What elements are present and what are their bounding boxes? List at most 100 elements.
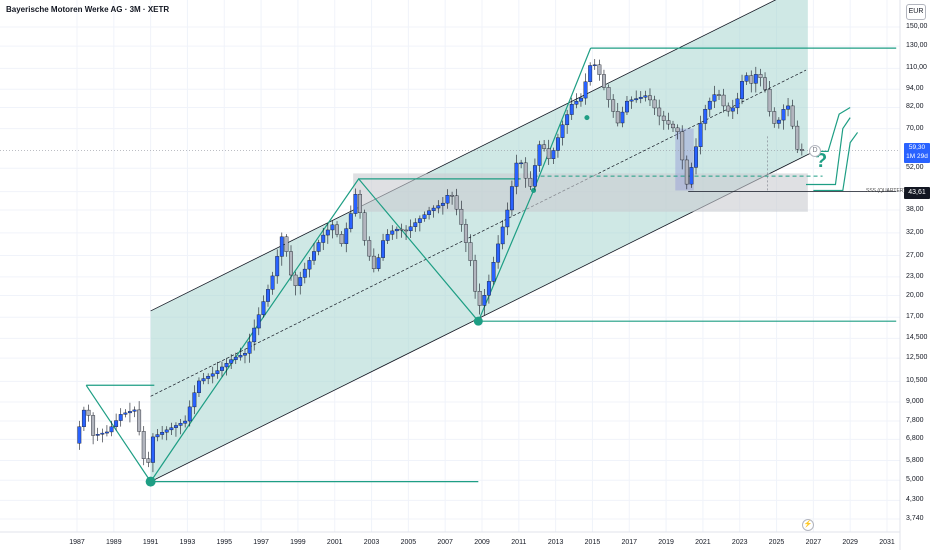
low-marker-2009 (473, 316, 483, 326)
event-bolt-icon[interactable]: ⚡ (802, 519, 814, 531)
candle-body (192, 392, 197, 408)
candle-body (335, 224, 339, 235)
y-tick-label: 38,00 (906, 205, 924, 213)
candle-body (509, 186, 514, 211)
y-tick-label: 94,00 (906, 85, 924, 93)
candle-body (532, 165, 537, 187)
y-tick-label: 12,500 (906, 354, 928, 362)
y-tick-label: 10,500 (906, 377, 928, 385)
candle-body (408, 226, 413, 232)
candle-body (404, 229, 409, 232)
candle-body (302, 268, 307, 278)
y-tick-label: 17,00 (906, 313, 924, 321)
x-tick-label: 1995 (216, 539, 233, 546)
candle-body (555, 137, 560, 151)
last-price-value: 59,30 (908, 144, 926, 151)
candle-body (528, 177, 533, 187)
x-tick-label: 2003 (363, 539, 380, 546)
y-tick-label: 52,00 (906, 164, 924, 172)
y-tick-label: 4,300 (906, 496, 924, 504)
y-tick-label: 130,00 (906, 42, 928, 50)
candle-body (344, 228, 349, 244)
x-tick-label: 2021 (695, 539, 711, 546)
y-tick-label: 23,00 (906, 272, 924, 280)
candle-body (155, 434, 160, 438)
candle-body (279, 236, 284, 257)
candle-body (574, 100, 579, 105)
candle-body (583, 81, 588, 99)
candle-body (684, 159, 689, 185)
channel-fill (150, 0, 808, 482)
y-tick-label: 150,00 (906, 23, 928, 30)
candle-body (417, 218, 422, 223)
candle-body (786, 105, 790, 110)
candle-body (86, 409, 91, 416)
candle-body (220, 366, 224, 371)
candle-body (657, 107, 662, 117)
candle-body (505, 209, 510, 228)
candle-body (431, 207, 436, 211)
candle-body (243, 353, 247, 356)
candle-body (261, 301, 266, 315)
candle-body (602, 74, 606, 88)
candle-body (482, 295, 487, 306)
candle-body (141, 431, 146, 459)
candle-body (588, 65, 593, 82)
candle-body (137, 409, 142, 432)
x-tick-label: 2001 (326, 539, 343, 546)
candle-body (450, 195, 455, 197)
y-tick-label: 7,800 (906, 417, 924, 425)
candle-body (353, 194, 358, 214)
level-price-tag: 43,61 (904, 187, 930, 199)
candle-body (776, 119, 781, 124)
candle-body (256, 314, 261, 329)
x-tick-label: 2013 (547, 539, 564, 546)
candle-body (252, 327, 257, 343)
candle-body (247, 341, 252, 354)
x-tick-label: 1999 (290, 539, 306, 546)
x-tick-label: 2011 (511, 539, 527, 546)
candle-body (689, 167, 694, 185)
y-tick-label: 20,00 (906, 291, 924, 299)
candle-body (652, 99, 657, 109)
candle-body (744, 75, 749, 82)
candle-body (638, 96, 643, 99)
candle-body (592, 64, 597, 67)
candle-body (459, 208, 464, 225)
candle-body (694, 146, 698, 168)
dividend-marker[interactable]: D (809, 145, 821, 157)
candle-body (546, 148, 551, 159)
candle-body (95, 434, 100, 436)
candle-body (445, 195, 450, 204)
candle-body (680, 131, 685, 161)
x-tick-label: 2027 (805, 539, 822, 546)
candle-body (749, 75, 754, 84)
candle-body (772, 111, 777, 124)
candle-body (634, 98, 639, 101)
channel-mid-line (150, 69, 807, 397)
candle-body (229, 359, 234, 364)
candle-body (790, 105, 795, 127)
candle-body (551, 150, 556, 159)
candle-body (164, 429, 169, 433)
x-tick-label: 1987 (69, 539, 85, 546)
x-tick-label: 2017 (621, 539, 638, 546)
candle-body (523, 162, 528, 179)
candle-body (726, 105, 731, 112)
candle-body (201, 378, 206, 382)
candle-body (358, 194, 362, 213)
candle-body (321, 234, 326, 243)
candle-body (385, 234, 390, 241)
currency-button[interactable]: EUR (906, 4, 926, 20)
candle-body (440, 202, 445, 206)
candle-body (390, 230, 395, 235)
candle-body (799, 149, 804, 151)
x-tick-label: 1989 (106, 539, 122, 546)
candle-body (436, 205, 441, 209)
candle-body (367, 240, 372, 257)
candle-body (307, 260, 312, 270)
candle-body (477, 291, 482, 306)
level-label: SSS (QUARTER) (866, 188, 906, 194)
y-tick-label: 32,00 (906, 228, 924, 236)
